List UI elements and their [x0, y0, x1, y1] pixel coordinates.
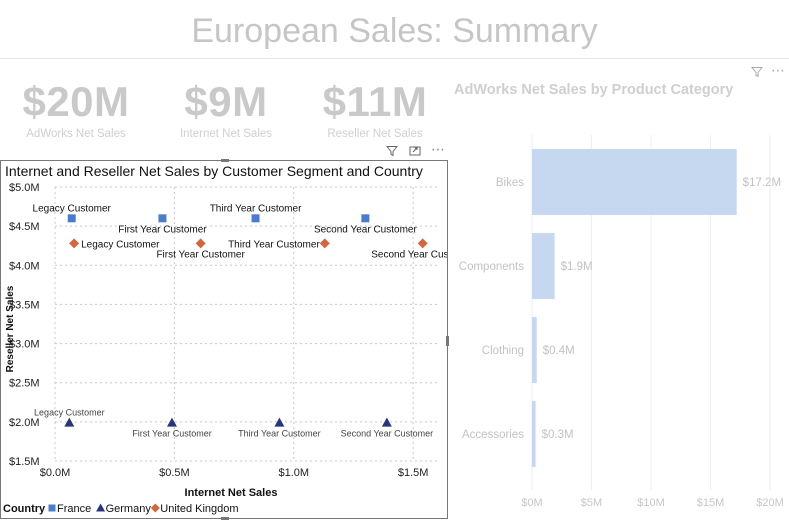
data-point-square [251, 214, 260, 223]
y-tick-label: Accessories [462, 429, 524, 441]
more-options-icon[interactable]: ⋯ [771, 62, 786, 78]
kpi-label: AdWorks Net Sales [26, 128, 126, 140]
y-tick-label: $3.0M [9, 339, 40, 351]
kpi-card-reseller-net-sales[interactable]: $11M Reseller Net Sales [305, 78, 445, 141]
data-point-triangle [64, 417, 75, 427]
data-point-diamond [150, 503, 160, 513]
y-tick-label: $2.0M [9, 417, 40, 429]
data-label: Second Year Customer [314, 224, 418, 235]
y-tick-label: Components [459, 261, 524, 273]
bar [532, 401, 536, 467]
y-axis-title: Reseller Net Sales [5, 285, 16, 372]
x-axis-title: Internet Net Sales [185, 487, 278, 499]
legend-title: Country [3, 503, 46, 515]
data-label: First Year Customer [118, 224, 207, 235]
scatter-chart-visual[interactable]: Internet and Reseller Net Sales by Custo… [0, 159, 449, 520]
bar [532, 317, 537, 383]
x-tick-label: $5M [581, 497, 602, 509]
data-label: First Year Customer [156, 249, 245, 260]
bar [532, 149, 737, 215]
data-label: $1.9M [561, 261, 593, 273]
kpi-label: Reseller Net Sales [327, 128, 423, 140]
data-label: Legacy Customer [33, 203, 112, 214]
more-options-icon[interactable]: ⋯ [431, 141, 445, 157]
x-tick-label: $0.5M [159, 467, 190, 479]
x-tick-label: $15M [697, 497, 725, 509]
chart-title: AdWorks Net Sales by Product Category [454, 82, 734, 98]
bar-chart-visual[interactable]: AdWorks Net Sales by Product Category $0… [450, 80, 789, 520]
chart-title: Internet and Reseller Net Sales by Custo… [5, 163, 423, 179]
y-tick-label: $1.5M [9, 456, 40, 468]
data-label: Third Year Customer [210, 203, 302, 214]
data-point-triangle [274, 417, 285, 427]
filter-icon[interactable] [385, 145, 399, 160]
data-label: Legacy Customer [81, 239, 160, 250]
data-label: Second Year Customer [341, 429, 434, 439]
data-label: $17.2M [743, 177, 781, 189]
y-tick-label: $4.5M [9, 221, 40, 233]
resize-handle-bottom[interactable] [221, 517, 229, 520]
x-tick-label: $20M [756, 497, 784, 509]
legend-item-label: United Kingdom [160, 503, 238, 515]
y-tick-label: Bikes [496, 177, 524, 189]
y-tick-label: $3.5M [9, 299, 40, 311]
resize-handle-top[interactable] [221, 159, 229, 162]
data-point-diamond [69, 238, 80, 249]
y-tick-label: $4.0M [9, 260, 40, 272]
data-point-triangle [96, 503, 106, 512]
x-tick-label: $10M [637, 497, 665, 509]
y-tick-label: Clothing [482, 345, 524, 357]
bar [532, 233, 555, 299]
kpi-value: $20M [22, 78, 130, 125]
focus-mode-icon[interactable] [409, 145, 421, 160]
data-point-diamond [195, 238, 206, 249]
data-label: Legacy Customer [34, 408, 105, 418]
data-point-diamond [319, 238, 330, 249]
legend[interactable]: France Germany United Kingdom [48, 503, 239, 515]
kpi-card-internet-net-sales[interactable]: $9M Internet Net Sales [156, 78, 296, 141]
kpi-card-adworks-net-sales[interactable]: $20M AdWorks Net Sales [6, 78, 146, 141]
data-point-triangle [381, 417, 392, 427]
data-point-diamond [417, 238, 428, 249]
data-point-square [48, 504, 56, 512]
legend-item-label: Germany [106, 503, 152, 515]
scatter-chart: Internet and Reseller Net Sales by Custo… [3, 163, 447, 515]
data-point-square [361, 214, 370, 223]
page-title: European Sales: Summary [0, 4, 789, 59]
data-label: $0.4M [543, 345, 575, 357]
data-label: Third Year Customer [228, 239, 320, 250]
legend-item-label: France [57, 503, 91, 515]
kpi-value: $9M [184, 78, 268, 125]
data-label: First Year Customer [132, 429, 212, 439]
kpi-value: $11M [322, 78, 428, 125]
data-label: Second Year Customer [371, 249, 447, 260]
x-tick-label: $0.0M [40, 467, 71, 479]
data-label: Third Year Customer [238, 429, 321, 439]
y-tick-label: $2.5M [9, 378, 40, 390]
y-tick-label: $5.0M [9, 182, 40, 194]
filter-icon[interactable] [750, 66, 764, 81]
data-point-square [67, 214, 76, 223]
x-tick-label: $1.0M [278, 467, 309, 479]
data-point-square [158, 214, 167, 223]
resize-handle-right[interactable] [446, 336, 449, 346]
data-label: $0.3M [542, 429, 574, 441]
data-point-triangle [166, 417, 177, 427]
bar-chart: $0M $5M $10M $15M $20M Bikes $17.2M Components $… [459, 135, 784, 509]
x-tick-label: $1.5M [398, 467, 429, 479]
x-tick-label: $0M [521, 497, 542, 509]
kpi-label: Internet Net Sales [179, 128, 273, 140]
